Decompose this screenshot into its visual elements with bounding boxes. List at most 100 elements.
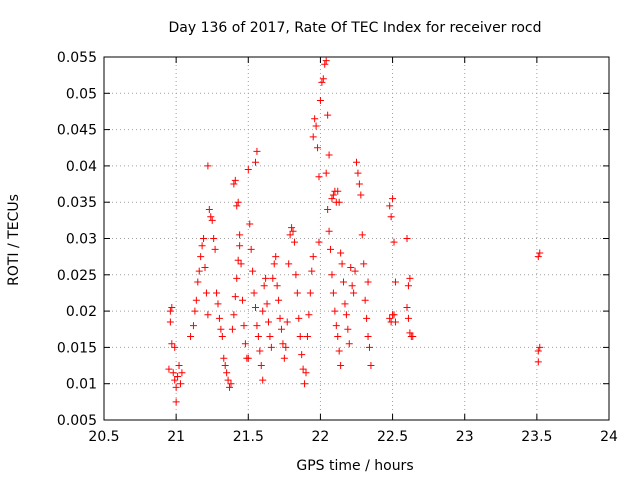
- x-tick-label: 22.5: [377, 429, 408, 445]
- data-point: [249, 267, 257, 275]
- data-point: [329, 191, 337, 199]
- data-point: [256, 347, 264, 355]
- y-tick-label: 0.015: [57, 340, 97, 356]
- data-point: [386, 314, 394, 322]
- data-point: [239, 296, 247, 304]
- y-tick-label: 0.01: [66, 377, 97, 393]
- data-point: [178, 369, 186, 377]
- data-point: [262, 274, 270, 282]
- data-point: [275, 296, 283, 304]
- data-point: [290, 238, 298, 246]
- data-point: [266, 333, 274, 341]
- data-point: [218, 333, 226, 341]
- data-point: [337, 249, 345, 257]
- data-point: [168, 303, 176, 311]
- y-axis-label: ROTI / TECUs: [6, 194, 22, 286]
- data-point: [315, 238, 323, 246]
- data-point: [230, 180, 238, 188]
- data-point: [191, 307, 199, 315]
- data-point: [260, 282, 268, 290]
- data-point: [264, 318, 272, 326]
- data-point: [351, 267, 359, 275]
- data-point: [285, 260, 293, 268]
- data-point: [165, 365, 173, 373]
- data-point: [166, 307, 174, 315]
- x-tick-label: 21.5: [233, 429, 264, 445]
- data-point: [536, 343, 544, 351]
- data-point: [364, 278, 372, 286]
- data-point: [324, 205, 332, 213]
- data-point: [231, 293, 239, 301]
- data-point: [363, 314, 371, 322]
- data-point: [312, 122, 320, 130]
- data-point: [234, 198, 242, 206]
- data-point: [328, 195, 336, 203]
- x-tick-label: 23: [456, 429, 474, 445]
- data-point: [171, 376, 179, 384]
- data-point: [340, 278, 348, 286]
- data-point: [223, 369, 231, 377]
- data-point: [236, 242, 244, 250]
- data-point: [270, 260, 278, 268]
- data-point: [217, 325, 225, 333]
- data-point: [322, 169, 330, 177]
- data-point: [169, 369, 177, 377]
- data-point: [390, 238, 398, 246]
- data-point: [293, 289, 301, 297]
- data-point: [338, 260, 346, 268]
- data-point: [234, 256, 242, 264]
- data-point: [406, 329, 414, 337]
- data-point: [195, 267, 203, 275]
- data-point: [391, 278, 399, 286]
- data-point: [334, 333, 342, 341]
- data-point: [187, 333, 195, 341]
- data-point: [172, 398, 180, 406]
- data-point: [344, 325, 352, 333]
- data-point: [386, 202, 394, 210]
- data-point: [355, 180, 363, 188]
- data-point: [322, 57, 330, 65]
- data-point: [280, 354, 288, 362]
- data-point: [298, 351, 306, 359]
- data-point: [296, 333, 304, 341]
- data-point: [244, 354, 252, 362]
- x-tick-labels: 20.5 21 21.5 22 22.5 23 23.5 24: [88, 429, 618, 445]
- chart-title: Day 136 of 2017, Rate Of TEC Index for r…: [169, 20, 542, 36]
- data-point: [166, 318, 174, 326]
- data-point: [404, 282, 412, 290]
- data-point: [176, 380, 184, 388]
- data-point: [536, 249, 544, 257]
- data-point: [226, 383, 234, 391]
- data-point: [269, 274, 277, 282]
- data-point: [390, 311, 398, 319]
- data-point: [387, 213, 395, 221]
- data-point: [299, 365, 307, 373]
- data-point: [350, 289, 358, 297]
- data-point: [201, 264, 209, 272]
- data-point: [534, 358, 542, 366]
- data-point: [311, 115, 319, 123]
- data-point: [227, 380, 235, 388]
- data-point: [254, 333, 262, 341]
- y-tick-label: 0.05: [66, 86, 97, 102]
- data-point: [325, 227, 333, 235]
- data-point: [171, 343, 179, 351]
- data-point: [207, 213, 215, 221]
- data-point: [194, 278, 202, 286]
- data-point: [335, 198, 343, 206]
- y-tick-label: 0.025: [57, 268, 97, 284]
- data-point: [231, 176, 239, 184]
- data-point: [357, 191, 365, 199]
- data-point: [342, 311, 350, 319]
- data-point: [174, 372, 182, 380]
- data-point: [335, 347, 343, 355]
- data-point: [354, 169, 362, 177]
- data-point: [318, 78, 326, 86]
- data-point: [211, 245, 219, 253]
- x-tick-label: 20.5: [88, 429, 119, 445]
- data-point: [252, 158, 259, 166]
- x-tick-label: 23.5: [521, 429, 552, 445]
- data-points: [165, 57, 544, 406]
- data-point: [308, 267, 316, 275]
